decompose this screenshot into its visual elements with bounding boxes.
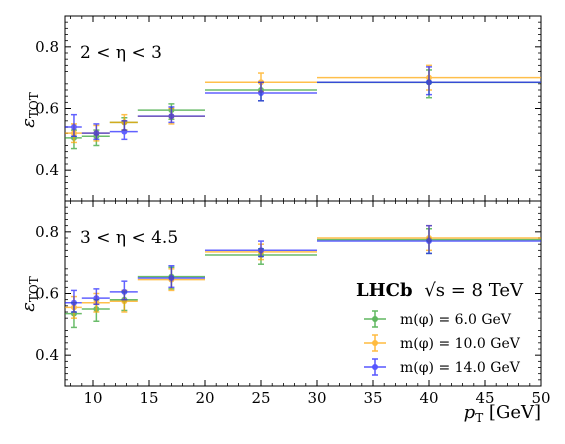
legend-label-m10: m(φ) = 10.0 GeV xyxy=(400,336,521,352)
x-tick-label: 30 xyxy=(307,389,326,407)
svg-text:εTOT: εTOT xyxy=(18,276,41,312)
x-tick-label: 15 xyxy=(139,389,158,407)
data-point xyxy=(70,123,77,130)
x-tick-label: 40 xyxy=(419,389,438,407)
data-point xyxy=(70,299,77,306)
data-point xyxy=(121,288,128,295)
legend-marker-m6 xyxy=(364,310,386,328)
data-point xyxy=(426,79,432,86)
y-tick-label: 0.8 xyxy=(35,223,59,241)
y-tick-label: 0.8 xyxy=(35,38,59,56)
data-point xyxy=(168,275,175,282)
y-axis-label-top: εTOT xyxy=(18,92,41,128)
legend: LHCb √s = 8 TeV m(φ) = 6.0 GeV m(φ) = 10.… xyxy=(356,280,524,376)
x-tick-label: 10 xyxy=(83,389,102,407)
series-m14 xyxy=(65,224,541,313)
panel-label-bottom: 3 < η < 4.5 xyxy=(80,228,178,248)
panel-top: 0.4 0.6 0.8 xyxy=(35,15,542,202)
legend-title: LHCb √s = 8 TeV xyxy=(356,280,524,301)
legend-energy: √s = 8 TeV xyxy=(424,280,524,301)
x-tick-labels: 10 15 20 25 30 35 40 45 50 xyxy=(83,389,550,407)
y-tick-label: 0.6 xyxy=(35,285,59,303)
panel-label-top: 2 < η < 3 xyxy=(80,43,162,63)
legend-point xyxy=(372,364,378,370)
x-tick-label: 45 xyxy=(475,389,494,407)
y-tick-label: 0.6 xyxy=(35,100,59,118)
data-point xyxy=(168,113,175,120)
legend-marker-m14 xyxy=(364,358,386,376)
data-point xyxy=(258,247,264,254)
x-axis-label: pT [GeV] xyxy=(464,402,541,425)
svg-text:εTOT: εTOT xyxy=(18,92,41,128)
y-axis-label-bottom: εTOT xyxy=(18,276,41,312)
data-point xyxy=(426,238,432,245)
x-tick-label: 35 xyxy=(363,389,382,407)
y-tick-label: 0.4 xyxy=(35,161,59,179)
legend-marker-m10 xyxy=(364,334,386,352)
legend-label-m14: m(φ) = 14.0 GeV xyxy=(400,360,521,376)
panel-bottom: 0.4 0.6 0.8 xyxy=(35,200,542,387)
legend-point xyxy=(372,316,378,322)
legend-label-m6: m(φ) = 6.0 GeV xyxy=(400,312,512,328)
legend-experiment: LHCb xyxy=(356,280,413,301)
data-point xyxy=(258,90,264,97)
x-tick-label: 20 xyxy=(195,389,214,407)
data-point xyxy=(93,295,100,302)
legend-entries: m(φ) = 6.0 GeV m(φ) = 10.0 GeV m(φ) = 14.0… xyxy=(364,310,521,376)
data-point xyxy=(121,128,128,135)
legend-point xyxy=(372,340,378,346)
x-tick-label: 25 xyxy=(251,389,270,407)
x-tick-label: 50 xyxy=(531,389,550,407)
series-m14 xyxy=(65,66,541,141)
data-point xyxy=(93,130,100,137)
panels-group: 0.4 0.6 0.8 0.4 0.6 0.8 xyxy=(35,15,542,387)
y-tick-label: 0.4 xyxy=(35,346,59,364)
